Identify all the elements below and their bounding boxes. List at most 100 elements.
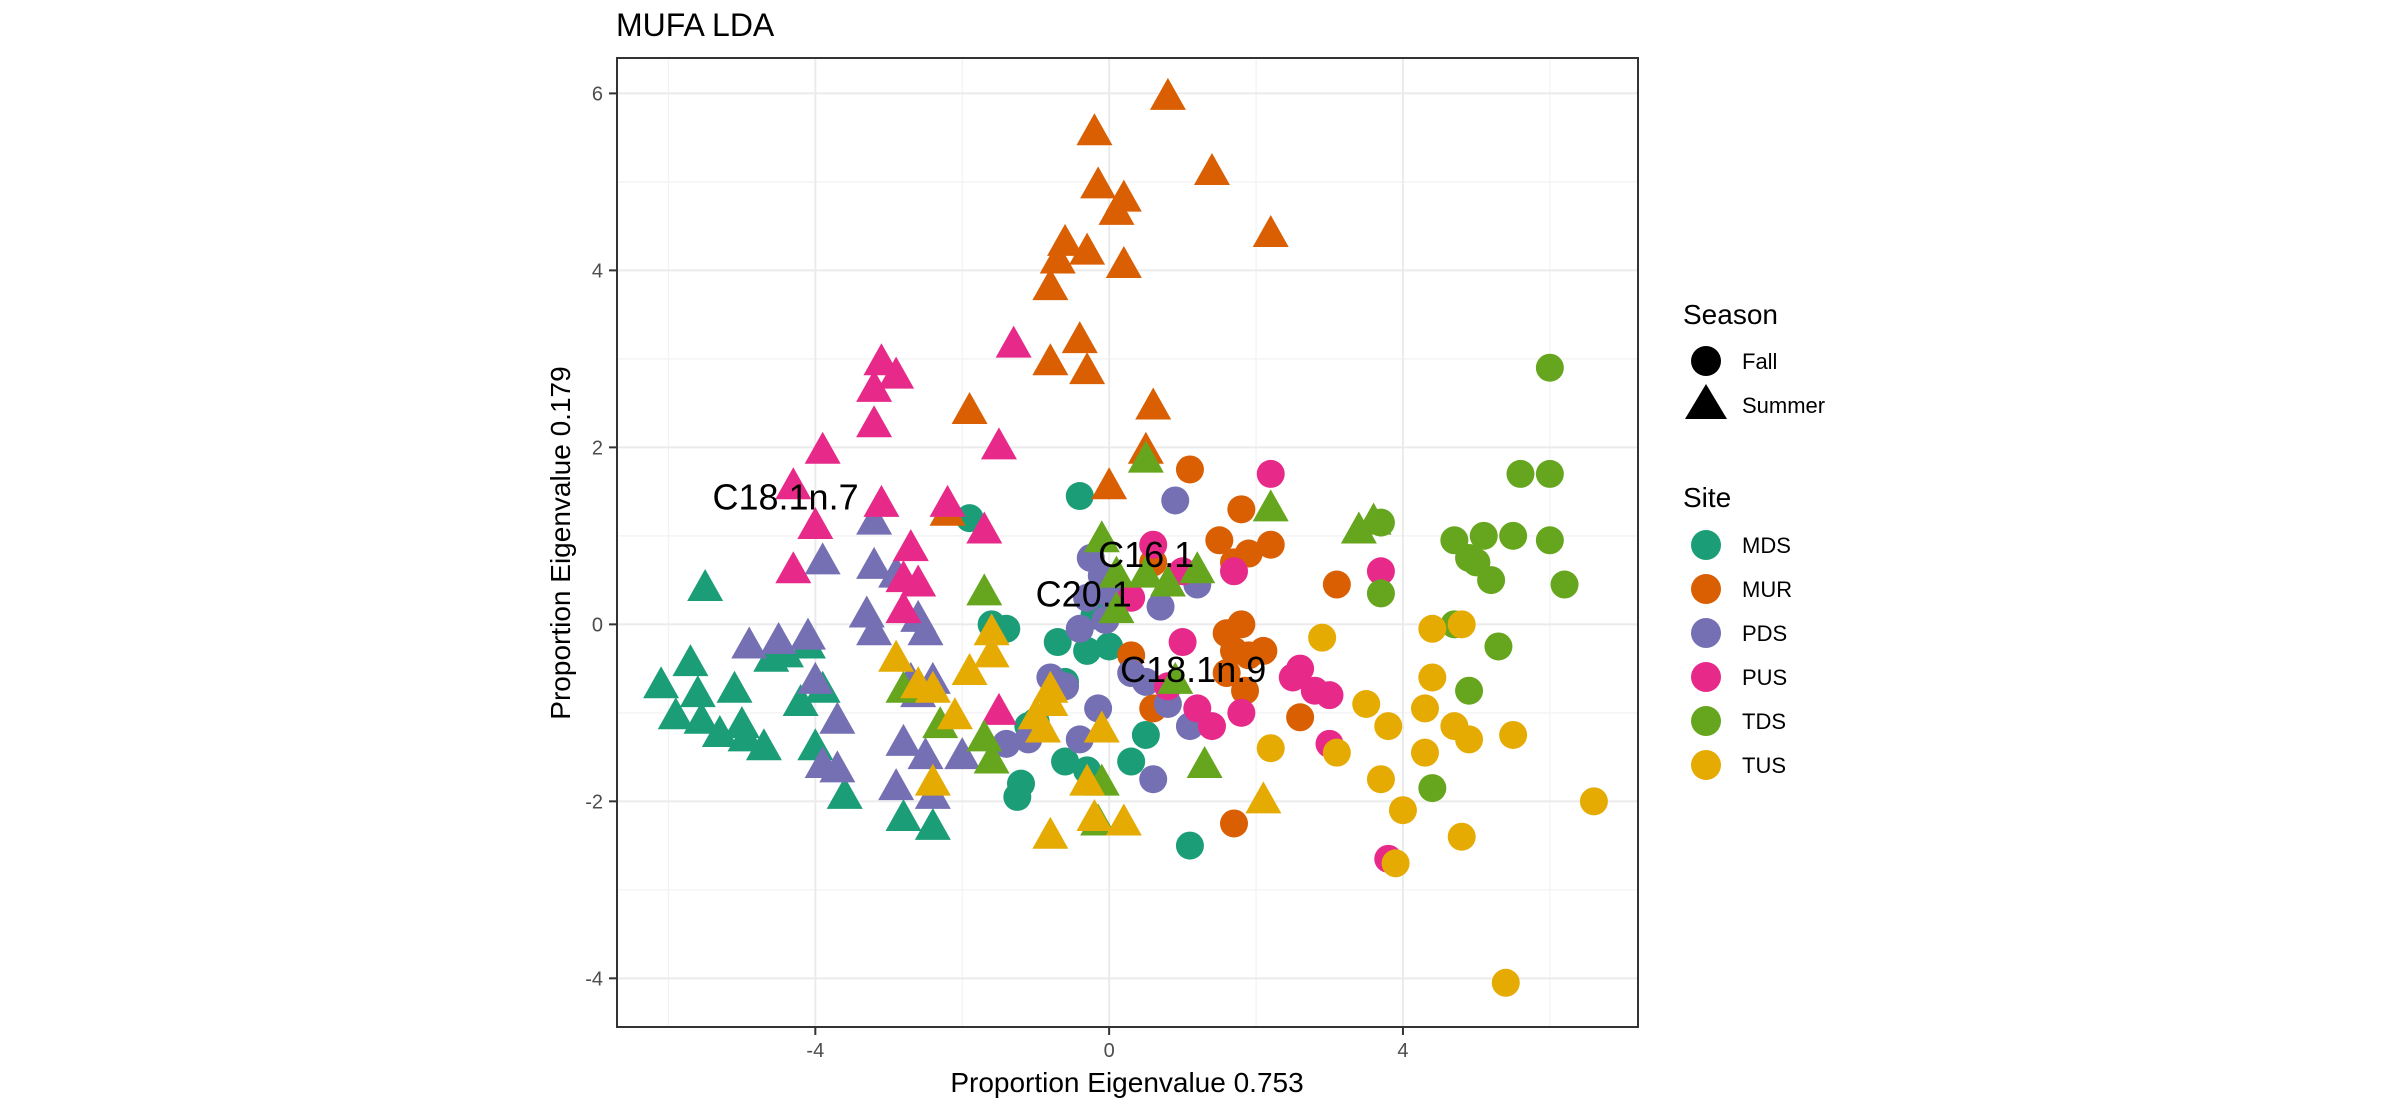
point-mds-summer [914, 807, 951, 840]
point-mur-fall [1286, 703, 1315, 732]
point-tds-fall [1469, 521, 1498, 550]
point-mds-fall [1003, 782, 1032, 811]
point-mds-summer [643, 666, 680, 699]
legend-mds-label: MDS [1742, 533, 1791, 558]
point-mur-summer [1193, 153, 1230, 186]
point-pus-summer [980, 692, 1017, 725]
x-tick-label: 0 [1104, 1040, 1115, 1062]
point-mur-summer [1135, 387, 1172, 420]
point-pds-summer [819, 750, 856, 783]
point-tds-summer [1127, 555, 1164, 588]
point-tus-fall [1418, 614, 1447, 643]
point-tus-fall [1447, 822, 1476, 851]
point-pds-fall [1065, 725, 1094, 754]
point-mur-summer [1032, 343, 1069, 376]
point-tds-summer [1157, 661, 1194, 694]
point-pus-summer [980, 427, 1017, 460]
point-tus-summer [951, 653, 988, 686]
point-pus-summer [863, 484, 900, 517]
point-pus-fall [1197, 712, 1226, 741]
point-tds-fall [1366, 579, 1395, 608]
point-tds-fall [1550, 570, 1579, 599]
point-pus-summer [900, 564, 937, 597]
point-pus-summer [856, 369, 893, 402]
point-mds-summer [683, 701, 720, 734]
data-points [643, 77, 1608, 997]
point-mds-summer [885, 799, 922, 832]
point-mur-summer [1091, 467, 1128, 500]
legend-mds-key [1691, 530, 1721, 560]
point-mur-fall [1205, 526, 1234, 555]
point-tds-summer [1149, 564, 1186, 597]
point-pus-fall [1315, 681, 1344, 710]
point-tus-fall [1491, 968, 1520, 997]
point-tds-summer [922, 706, 959, 739]
point-pus-summer [775, 551, 812, 584]
point-tds-fall [1535, 353, 1564, 382]
y-tick-label: -4 [585, 968, 603, 990]
point-mds-fall [1051, 747, 1080, 776]
point-tds-summer [1083, 520, 1120, 553]
point-mds-summer [782, 684, 819, 716]
y-axis-ticks: -4 -2 0 2 4 6 [585, 83, 617, 990]
point-tds-fall [1506, 459, 1535, 488]
y-tick-label: 4 [592, 260, 603, 282]
point-tds-summer [1098, 591, 1135, 624]
point-pds-summer [789, 617, 826, 650]
legend-mur-label: MUR [1742, 577, 1792, 602]
point-pus-fall [1168, 628, 1197, 657]
point-mur-summer [1149, 77, 1186, 110]
point-mds-summer [716, 670, 753, 703]
point-tus-fall [1447, 610, 1476, 639]
point-pus-fall [1139, 530, 1168, 559]
point-tus-summer [878, 639, 915, 672]
point-pds-fall [1146, 592, 1175, 621]
point-tds-fall [1455, 676, 1484, 705]
site-legend-title: Site [1683, 482, 1731, 513]
point-mds-fall [1073, 636, 1102, 665]
point-pus-fall [1256, 459, 1285, 488]
point-mur-fall [1227, 495, 1256, 524]
point-mds-fall [1175, 831, 1204, 860]
legend-tds-key [1691, 706, 1721, 736]
point-mur-fall [1175, 455, 1204, 484]
point-mur-fall [1249, 636, 1278, 665]
point-tds-summer [1355, 502, 1392, 535]
x-axis-title: Proportion Eigenvalue 0.753 [950, 1067, 1303, 1098]
point-mds-fall [1043, 628, 1072, 657]
y-tick-label: 6 [592, 83, 603, 105]
point-pus-summer [856, 405, 893, 438]
point-tus-fall [1256, 734, 1285, 763]
point-mds-summer [672, 644, 709, 677]
point-tus-fall [1381, 849, 1410, 878]
point-mur-fall [1231, 676, 1260, 705]
point-mur-summer [1105, 245, 1142, 278]
point-pus-fall [1286, 654, 1315, 683]
legend-pds-key [1691, 618, 1721, 648]
point-tus-summer [936, 697, 973, 730]
point-tus-fall [1418, 663, 1447, 692]
point-mur-summer [1098, 192, 1135, 225]
point-pds-fall [1131, 667, 1160, 696]
point-pds-summer [907, 737, 944, 770]
point-pds-summer [944, 737, 981, 770]
x-tick-label: 4 [1397, 1040, 1408, 1062]
point-pus-summer [878, 356, 915, 389]
legend-summer-triangle-key [1685, 384, 1727, 419]
point-tus-summer [1069, 763, 1106, 796]
y-tick-label: -2 [585, 791, 603, 813]
chart-title: MUFA LDA [616, 7, 775, 43]
point-mur-fall [1212, 659, 1241, 688]
point-mur-fall [1227, 610, 1256, 639]
point-tds-fall [1484, 632, 1513, 661]
point-pus-summer [797, 507, 834, 540]
point-tds-fall [1477, 566, 1506, 595]
point-tus-summer [1105, 803, 1142, 836]
point-tus-fall [1352, 690, 1381, 718]
point-pds-summer [907, 613, 944, 646]
point-pus-summer [804, 431, 841, 464]
point-mds-summer [679, 675, 716, 708]
legend-fall-circle-key [1691, 346, 1721, 376]
x-axis-ticks: -4 0 4 [806, 1027, 1409, 1062]
